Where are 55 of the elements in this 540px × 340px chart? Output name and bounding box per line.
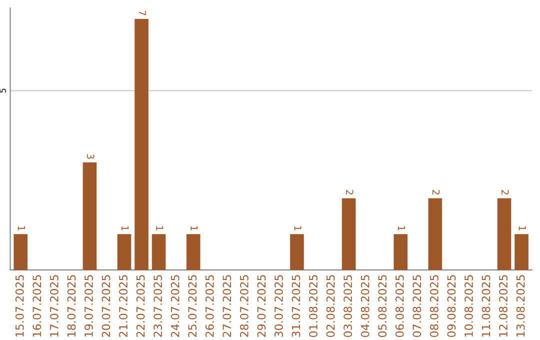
- x-tick-label: 16.07.2025: [32, 275, 42, 337]
- data-label: 7: [138, 10, 146, 16]
- bar: [134, 18, 148, 270]
- bar: [290, 234, 304, 270]
- x-tick-label: 01.08.2025: [309, 275, 318, 338]
- x-tick-label: 26.07.2025: [205, 275, 214, 337]
- data-label: 3: [86, 154, 94, 159]
- bar: [428, 198, 442, 270]
- x-tick-label: 12.08.2025: [499, 275, 508, 337]
- bar: [497, 198, 512, 270]
- x-tick-label: 05.08.2025: [378, 275, 387, 338]
- x-tick-label: 29.07.2025: [257, 275, 266, 337]
- bar: [117, 234, 132, 270]
- data-label: 2: [432, 190, 440, 194]
- data-label: 1: [156, 226, 164, 230]
- x-tick-label: 22.07.2025: [136, 275, 145, 337]
- data-label: 1: [398, 226, 406, 230]
- bar: [394, 234, 408, 270]
- x-tick-label: 07.08.2025: [412, 275, 422, 338]
- x-tick-label: 11.08.2025: [482, 275, 490, 337]
- x-tick-label: 28.07.2025: [240, 275, 248, 337]
- x-tick-label: 04.08.2025: [360, 275, 370, 338]
- x-tick-label: 03.08.2025: [344, 275, 352, 338]
- x-tick-label: 24.07.2025: [170, 275, 180, 337]
- x-tick-label: 17.07.2025: [50, 275, 58, 337]
- x-tick-label: 13.08.2025: [516, 275, 525, 337]
- bar: [152, 234, 166, 270]
- data-label: 2: [346, 190, 354, 194]
- data-label: 1: [190, 226, 198, 230]
- x-tick-label: 21.07.2025: [119, 275, 128, 337]
- data-label: 1: [18, 226, 26, 230]
- bar: [186, 234, 200, 270]
- data-label: 2: [502, 190, 509, 194]
- x-tick-label: 31.07.2025: [292, 275, 300, 337]
- x-tick-label: 08.08.2025: [430, 275, 438, 338]
- x-tick-label: 20.07.2025: [102, 275, 110, 337]
- bar: [342, 198, 356, 270]
- x-tick-label: 23.07.2025: [154, 275, 162, 337]
- x-tick-label: 09.08.2025: [447, 275, 456, 338]
- x-tick-label: 15.07.2025: [15, 275, 24, 337]
- bar: [14, 234, 28, 270]
- x-tick-label: 10.08.2025: [464, 275, 473, 337]
- data-label: 1: [518, 226, 526, 230]
- x-tick-label: 02.08.2025: [326, 275, 335, 338]
- data-label: 1: [294, 226, 302, 230]
- x-tick-label: 27.07.2025: [222, 275, 232, 337]
- x-tick-label: 25.07.2025: [188, 275, 197, 337]
- x-tick-label: 19.07.2025: [84, 275, 93, 337]
- x-tick-label: 18.07.2025: [67, 275, 76, 337]
- data-label: 1: [122, 226, 129, 230]
- bar: [82, 162, 97, 270]
- y-tick-label: 5: [0, 88, 6, 93]
- x-tick-label: 30.07.2025: [274, 275, 283, 337]
- bar: [514, 234, 528, 270]
- x-tick-label: 06.08.2025: [395, 275, 404, 338]
